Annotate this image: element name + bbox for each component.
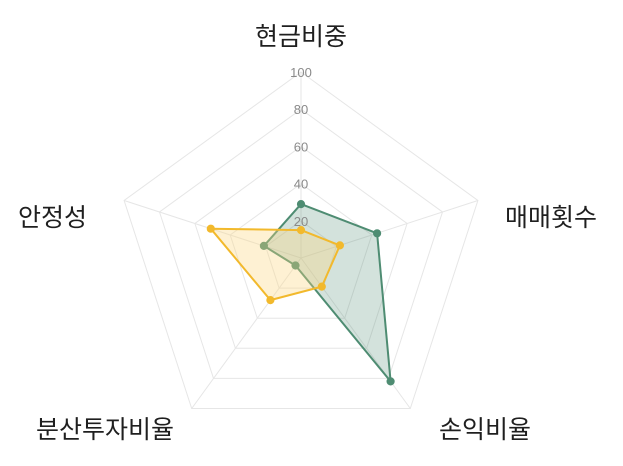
series-1 — [206, 224, 344, 305]
series-point — [291, 261, 300, 270]
axis-label: 손익비율 — [439, 415, 531, 444]
tick-label: 60 — [294, 139, 308, 154]
tick-label: 40 — [294, 177, 308, 192]
series-point — [317, 282, 326, 291]
series-point — [335, 241, 344, 250]
series-0 — [259, 200, 395, 386]
axis-label: 매매횟수 — [505, 203, 597, 232]
axis-label: 분산투자비율 — [36, 415, 174, 444]
grid-ring — [158, 108, 444, 379]
series-point — [206, 224, 215, 233]
tick-label: 100 — [290, 65, 312, 80]
tick-label: 80 — [294, 102, 308, 117]
tick-label: 20 — [294, 214, 308, 229]
series-point — [259, 241, 268, 250]
grid-ring — [123, 71, 479, 409]
grid-spoke — [191, 257, 302, 409]
grid-spoke — [300, 200, 479, 259]
series-area — [262, 203, 392, 383]
axis-label: 현금비중 — [255, 22, 347, 51]
series-point — [373, 229, 382, 238]
series-point — [266, 296, 275, 305]
radar-tick-labels: 20 40 60 80 100 — [290, 65, 312, 229]
series-point — [296, 226, 306, 235]
axis-label: 안정성 — [18, 203, 87, 232]
series-point — [386, 377, 395, 386]
series-point — [296, 200, 306, 209]
radar-series-group — [206, 200, 395, 386]
series-area — [209, 227, 341, 302]
grid-ring — [194, 145, 408, 349]
